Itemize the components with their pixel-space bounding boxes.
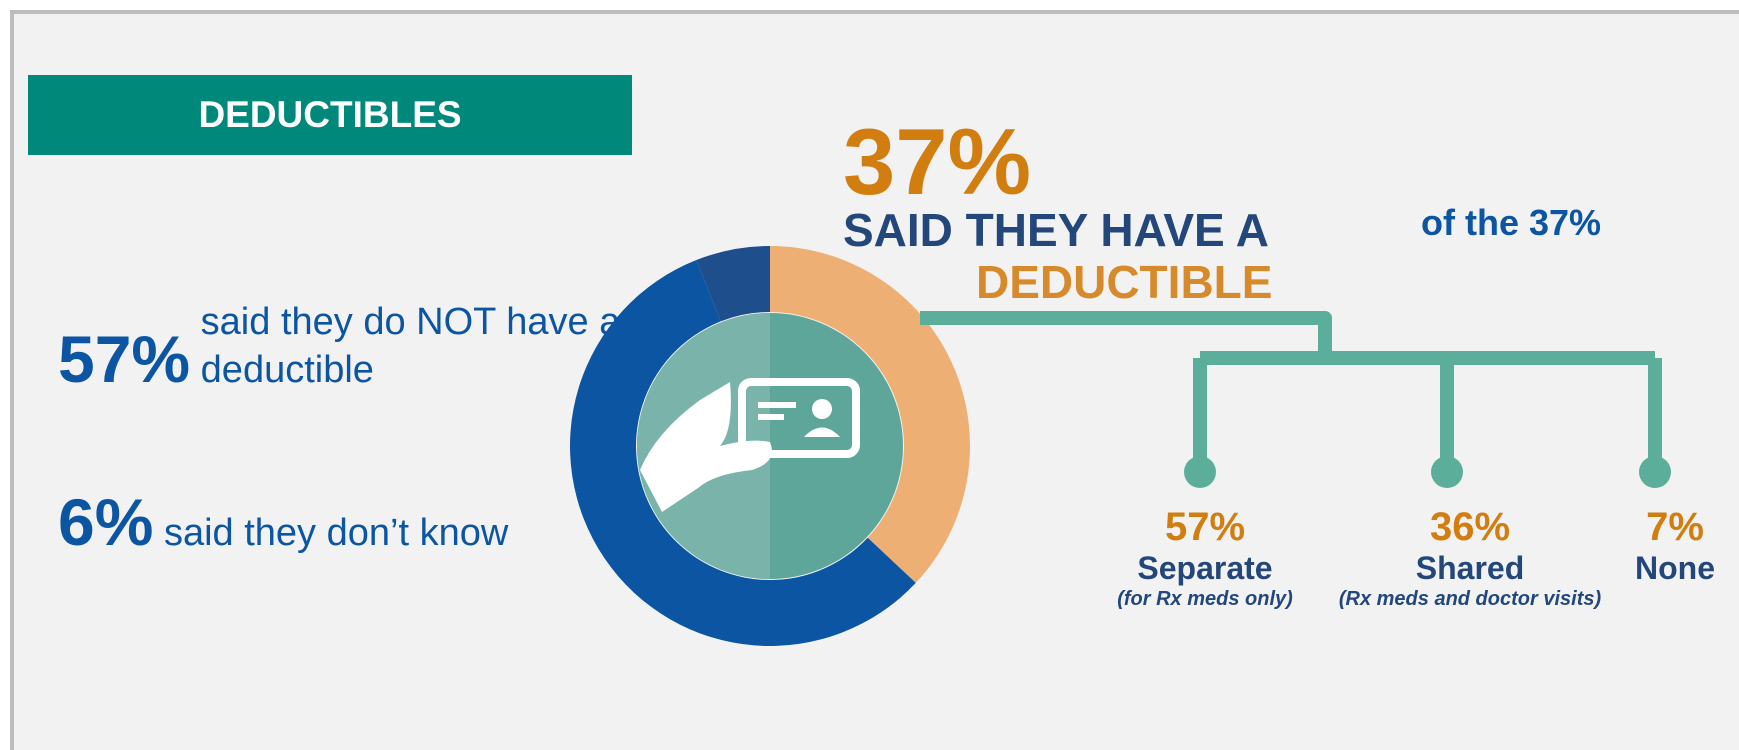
breakdown-connector-tree <box>920 311 1671 488</box>
donut-slice-dont-know <box>696 246 770 322</box>
branch-separate: 57% Separate (for Rx meds only) <box>1105 504 1305 612</box>
headline-percent: 37% <box>843 109 1032 214</box>
stat-no-deductible-text: said they do NOT have a deductible <box>200 301 621 391</box>
section-title-banner: DEDUCTIBLES <box>28 75 632 155</box>
donut-slices <box>569 246 970 646</box>
connector-dot-none <box>1639 456 1671 488</box>
branch-none-value: 7% <box>1646 505 1704 549</box>
branch-none: 7% None <box>1620 504 1730 586</box>
branch-separate-value: 57% <box>1164 505 1246 549</box>
hand-holding-id-card-icon <box>640 378 860 512</box>
branch-separate-name: Separate <box>1137 550 1273 586</box>
connector-dot-shared <box>1431 456 1463 488</box>
branch-shared-note: (Rx meds and doctor visits) <box>1338 588 1602 610</box>
branch-separate-note: (for Rx meds only) <box>1117 588 1293 610</box>
branch-none-name: None <box>1635 550 1715 586</box>
stat-dont-know-text: said they don’t know <box>163 512 509 554</box>
stat-dont-know: 6% said they don’t know <box>58 489 509 557</box>
connector-dot-separate <box>1184 456 1216 488</box>
breakdown-label: of the 37% <box>1421 202 1602 243</box>
branch-shared: 36% Shared (Rx meds and doctor visits) <box>1320 504 1620 612</box>
donut-slice-no-deductible <box>569 260 916 646</box>
headline-line1: SAID THEY HAVE A <box>843 204 1269 256</box>
branch-shared-value: 36% <box>1429 505 1511 549</box>
branch-shared-name: Shared <box>1415 550 1525 586</box>
stat-no-deductible-value: 57% <box>58 322 191 396</box>
donut-slice-has-deductible <box>770 246 970 583</box>
stat-no-deductible: 57% said they do NOT have a deductible <box>58 298 651 394</box>
stat-dont-know-value: 6% <box>58 485 154 559</box>
headline-line2: DEDUCTIBLE <box>976 256 1273 308</box>
connector-from-donut <box>920 311 1332 358</box>
